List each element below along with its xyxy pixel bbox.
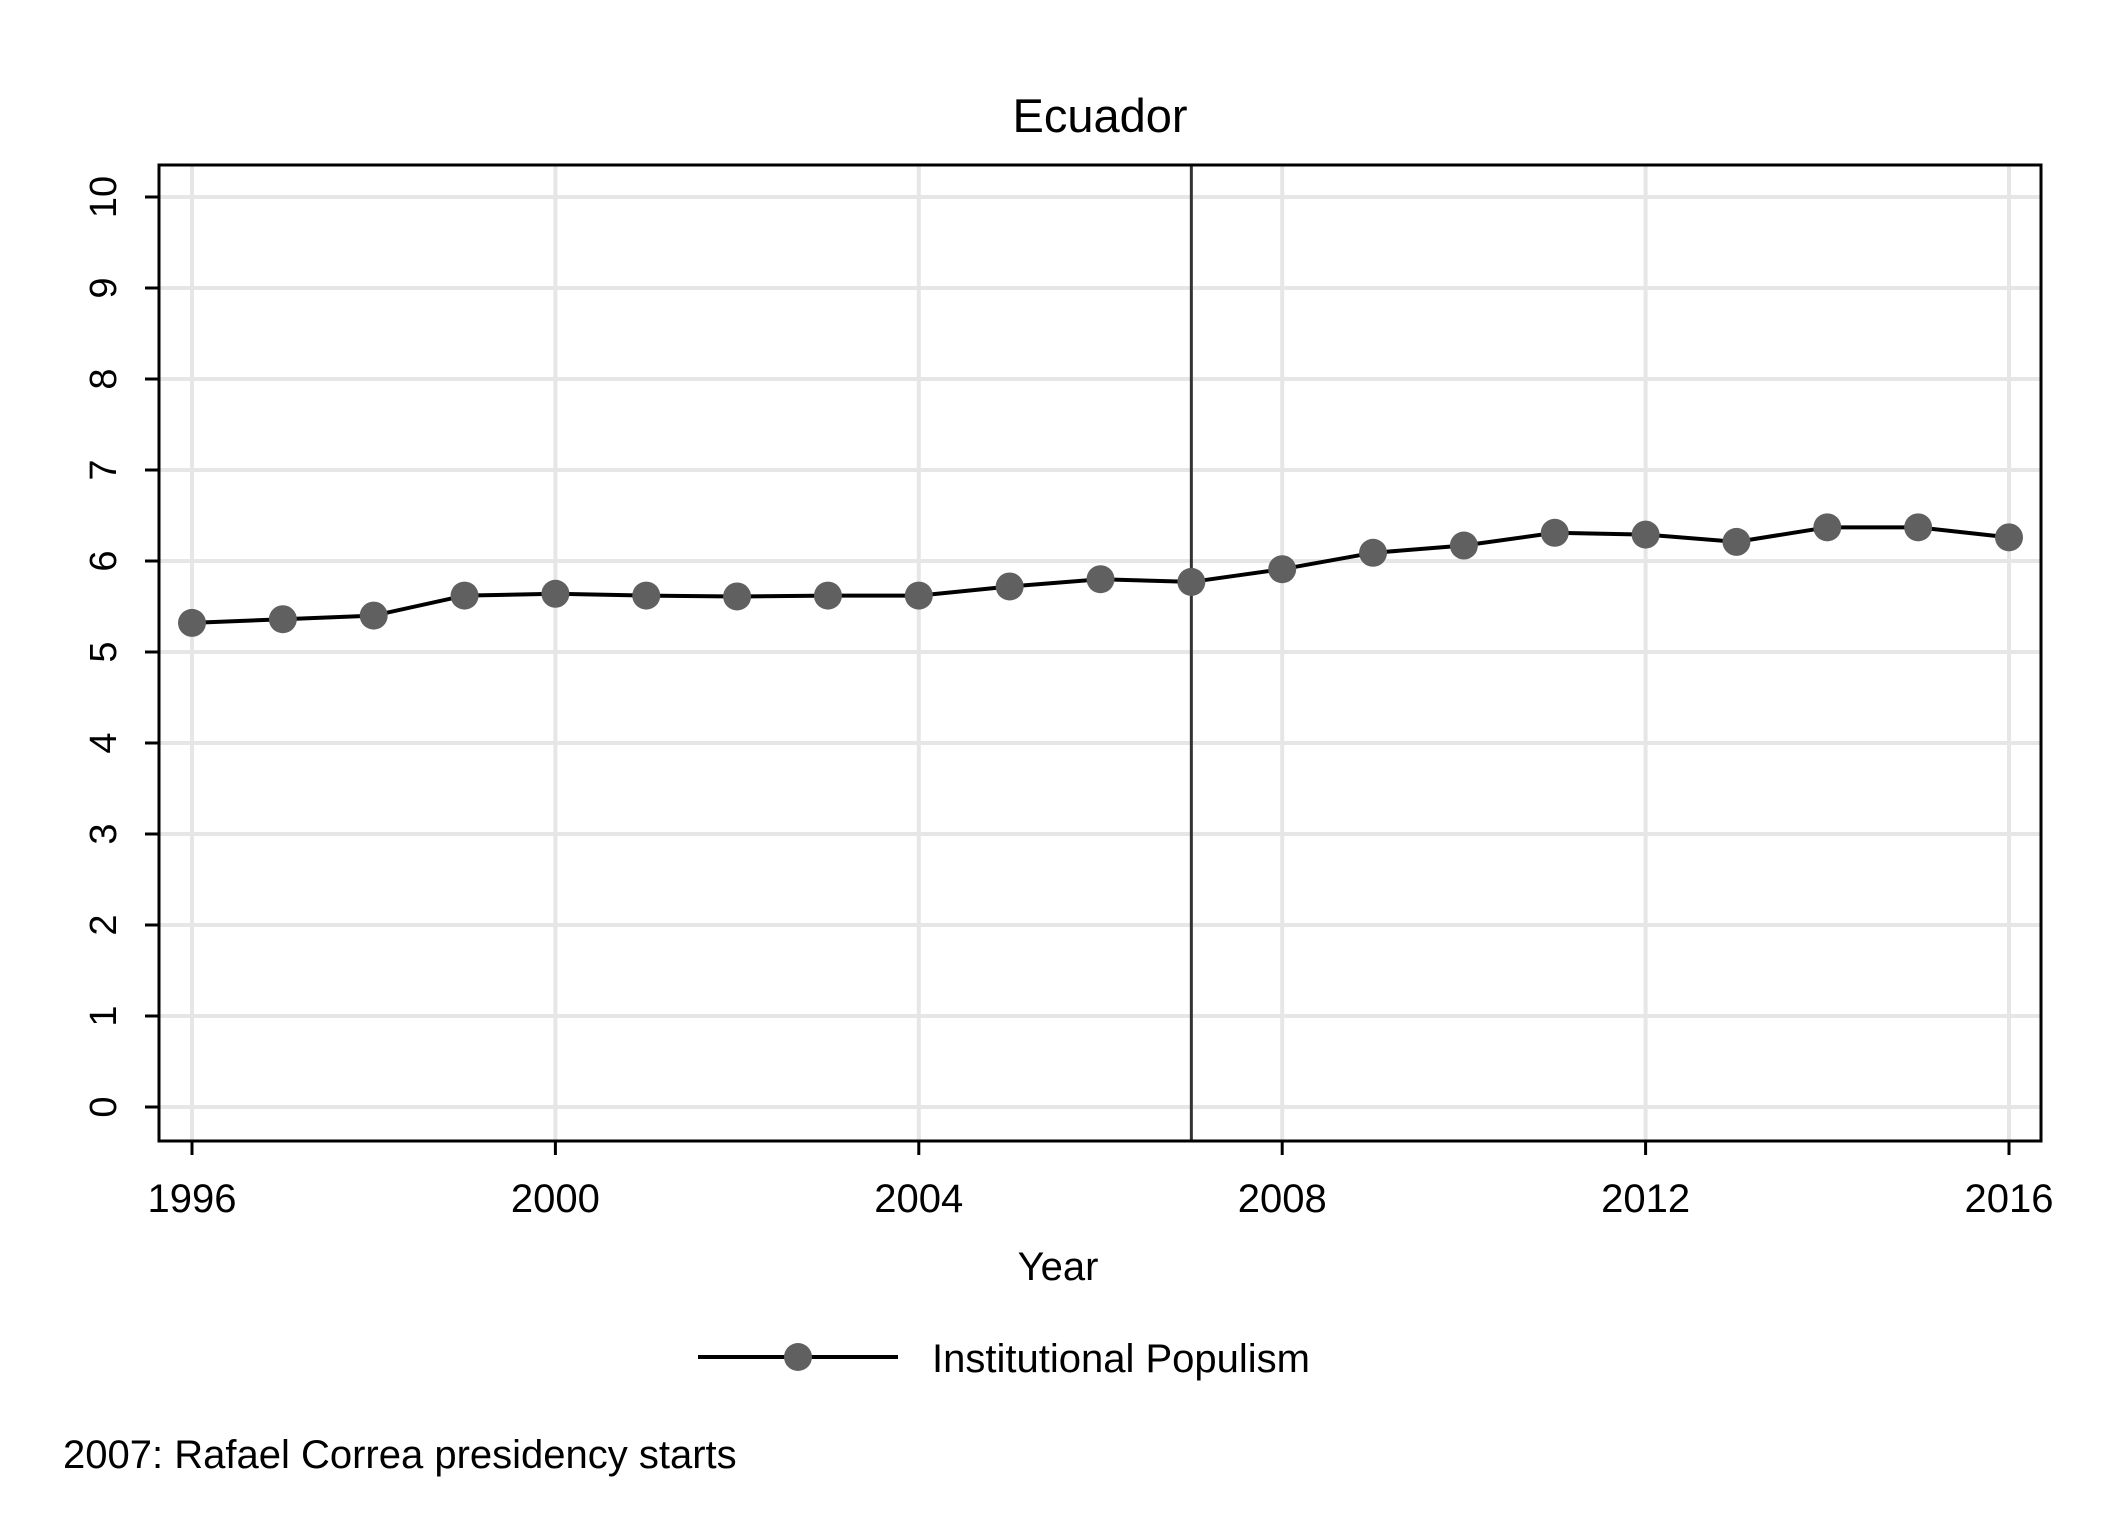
y-tick-label: 10	[83, 176, 125, 218]
gridlines	[159, 165, 2041, 1141]
data-point	[1449, 531, 1478, 560]
data-point	[1813, 513, 1842, 542]
y-tick-label: 7	[83, 459, 125, 480]
data-point	[1177, 567, 1206, 596]
x-tick-label: 2008	[1238, 1177, 1327, 1221]
legend-marker	[784, 1343, 812, 1371]
y-tick-label: 8	[83, 368, 125, 389]
y-tick-label: 1	[83, 1005, 125, 1026]
data-point	[1540, 518, 1569, 547]
x-tick-label: 2000	[511, 1177, 600, 1221]
data-point	[450, 581, 479, 610]
data-point	[1359, 538, 1388, 567]
data-point	[1086, 565, 1115, 594]
data-point	[813, 581, 842, 610]
x-tick-label: 1996	[148, 1177, 237, 1221]
y-tick-label: 9	[83, 277, 125, 298]
x-axis-label: Year	[1018, 1245, 1099, 1289]
x-tick-label: 2012	[1601, 1177, 1690, 1221]
chart-title: Ecuador	[1012, 89, 1187, 142]
data-point	[995, 572, 1024, 601]
data-point	[1631, 520, 1660, 549]
chart-note: 2007: Rafael Correa presidency starts	[63, 1433, 737, 1477]
data-point	[541, 579, 570, 608]
y-tick-label: 0	[83, 1096, 125, 1117]
data-point	[1904, 513, 1933, 542]
data-point	[723, 582, 752, 611]
x-tick-label: 2004	[874, 1177, 963, 1221]
y-tick-label: 6	[83, 550, 125, 571]
axes: 0 1 2 3 4 5 6 7 8 9 10 1996 2000 2004 2008 2012 2016	[83, 176, 2053, 1221]
x-tick-label: 2016	[1965, 1177, 2054, 1221]
data-point	[268, 605, 297, 634]
y-tick-label: 2	[83, 914, 125, 935]
data-point	[632, 581, 661, 610]
data-point	[904, 581, 933, 610]
y-tick-label: 3	[83, 823, 125, 844]
data-point	[178, 608, 206, 637]
data-point	[1268, 555, 1297, 584]
data-point	[1995, 523, 2023, 552]
y-tick-label: 4	[83, 732, 125, 753]
legend-label: Institutional Populism	[932, 1337, 1310, 1381]
y-tick-label: 5	[83, 641, 125, 662]
data-point	[1722, 527, 1751, 556]
series-institutional-populism	[178, 513, 2023, 637]
legend: Institutional Populism	[698, 1337, 1310, 1381]
data-point	[359, 601, 388, 630]
